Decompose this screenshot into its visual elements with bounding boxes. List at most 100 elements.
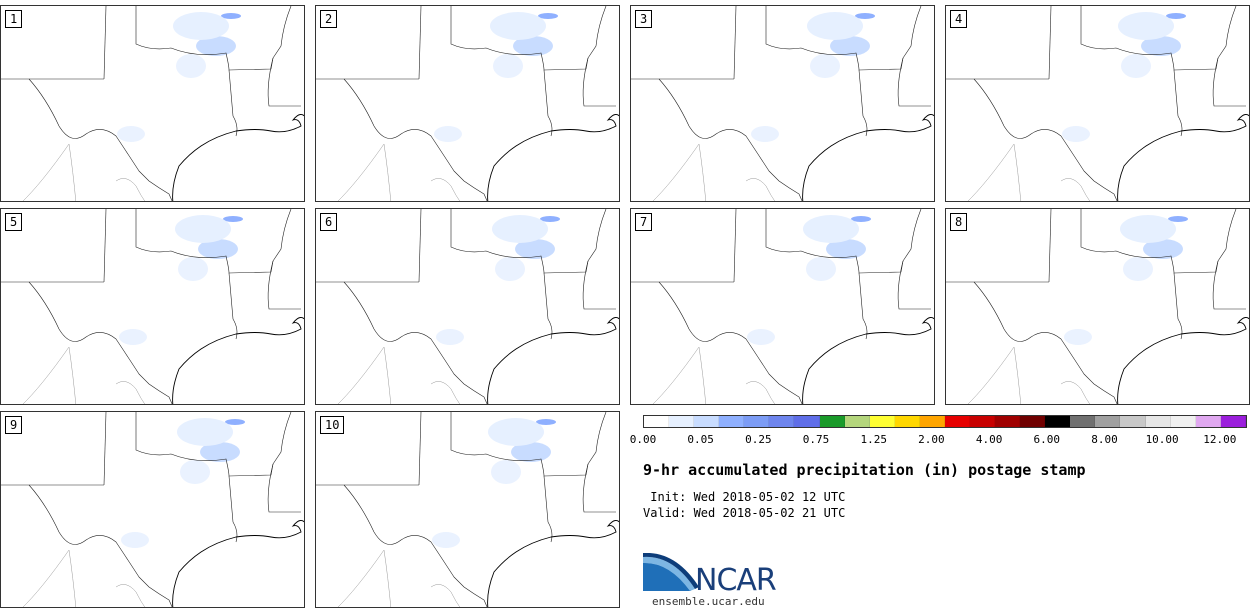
precip-area <box>178 257 208 281</box>
colorbar-swatch <box>944 416 971 427</box>
precip-area <box>117 126 145 142</box>
precip-area <box>826 239 866 259</box>
precip-area <box>1168 216 1188 222</box>
precip-area <box>1166 13 1186 19</box>
colorbar-swatch <box>894 416 920 427</box>
colorbar-tick-label: 12.00 <box>1203 433 1237 446</box>
colorbar-swatch <box>1045 416 1071 427</box>
panel-label: 2 <box>320 10 338 28</box>
precip-area <box>515 239 555 259</box>
precip-area <box>173 12 229 40</box>
precip-area <box>536 419 556 425</box>
precip-area <box>1120 215 1176 243</box>
precip-area <box>225 419 245 425</box>
colorbar-swatch <box>1220 416 1246 427</box>
texas-map-icon <box>316 6 619 201</box>
precip-area <box>176 54 206 78</box>
precip-area <box>180 460 210 484</box>
colorbar-swatch <box>1095 416 1121 427</box>
precip-area <box>1141 36 1181 56</box>
ncar-logo-icon <box>643 553 699 591</box>
map-panel: 8 <box>945 208 1250 405</box>
texas-map-icon <box>1 209 304 404</box>
colorbar <box>643 415 1247 428</box>
texas-map-icon <box>1 6 304 201</box>
precip-area <box>513 36 553 56</box>
map-panel: 6 <box>315 208 620 405</box>
precip-area <box>200 442 240 462</box>
panel-label: 5 <box>5 213 23 231</box>
texas-map-icon <box>1 412 304 607</box>
map-panel: 3 <box>630 5 935 202</box>
precip-area <box>1123 257 1153 281</box>
precip-area <box>511 442 551 462</box>
panel-label: 3 <box>635 10 653 28</box>
colorbar-tick-label: 2.00 <box>918 433 945 446</box>
precip-area <box>1118 12 1174 40</box>
colorbar-swatch <box>869 416 895 427</box>
map-panel: 9 <box>0 411 305 608</box>
precip-area <box>177 418 233 446</box>
colorbar-swatch <box>744 416 770 427</box>
precip-area <box>488 418 544 446</box>
texas-map-icon <box>316 209 619 404</box>
colorbar-swatch <box>1070 416 1096 427</box>
map-panel: 2 <box>315 5 620 202</box>
colorbar-tick-label: 0.00 <box>629 433 657 446</box>
map-panel: 5 <box>0 208 305 405</box>
texas-map-icon <box>631 209 934 404</box>
texas-map-icon <box>631 6 934 201</box>
colorbar-swatch <box>1195 416 1221 427</box>
precip-area <box>492 215 548 243</box>
panel-label: 10 <box>320 416 345 434</box>
map-panel: 7 <box>630 208 935 405</box>
precip-area <box>436 329 464 345</box>
map-panel: 10 <box>315 411 620 608</box>
precip-area <box>119 329 147 345</box>
precip-area <box>493 54 523 78</box>
panel-label: 7 <box>635 213 653 231</box>
precip-area <box>490 12 546 40</box>
precip-area <box>538 13 558 19</box>
precip-area <box>491 460 521 484</box>
panel-label: 1 <box>5 10 23 28</box>
colorbar-swatch <box>970 416 996 427</box>
colorbar-swatch <box>919 416 945 427</box>
colorbar-swatch <box>844 416 870 427</box>
precip-area <box>432 532 460 548</box>
map-panel: 1 <box>0 5 305 202</box>
map-panel: 4 <box>945 5 1250 202</box>
panel-label: 6 <box>320 213 338 231</box>
panel-label: 4 <box>950 10 968 28</box>
texas-map-icon <box>946 6 1249 201</box>
colorbar-swatch <box>719 416 745 427</box>
valid-line: Valid: Wed 2018-05-02 21 UTC <box>643 506 846 520</box>
time-info: Init: Wed 2018-05-02 12 UTC Valid: Wed 2… <box>643 489 845 521</box>
precip-area <box>751 126 779 142</box>
colorbar-swatch <box>819 416 845 427</box>
colorbar-swatch <box>1170 416 1196 427</box>
precip-area <box>495 257 525 281</box>
precip-area <box>198 239 238 259</box>
colorbar-swatch <box>769 416 795 427</box>
colorbar-swatch <box>1120 416 1146 427</box>
precip-area <box>1064 329 1092 345</box>
colorbar-swatch <box>1020 416 1046 427</box>
colorbar-tick-label: 8.00 <box>1091 433 1118 446</box>
precip-area <box>1121 54 1151 78</box>
colorbar-tick-label: 1.25 <box>860 433 887 446</box>
texas-map-icon <box>316 412 619 607</box>
precip-area <box>807 12 863 40</box>
colorbar-swatch <box>694 416 720 427</box>
precip-area <box>121 532 149 548</box>
colorbar-tick-label: 0.25 <box>745 433 772 446</box>
precip-area <box>855 13 875 19</box>
precip-area <box>830 36 870 56</box>
colorbar-swatch <box>1145 416 1171 427</box>
precip-area <box>540 216 560 222</box>
colorbar-swatch <box>669 416 695 427</box>
colorbar-swatch <box>794 416 820 427</box>
colorbar-tick-label: 4.00 <box>975 433 1003 446</box>
precip-area <box>196 36 236 56</box>
colorbar-tick-label: 0.05 <box>687 433 714 446</box>
